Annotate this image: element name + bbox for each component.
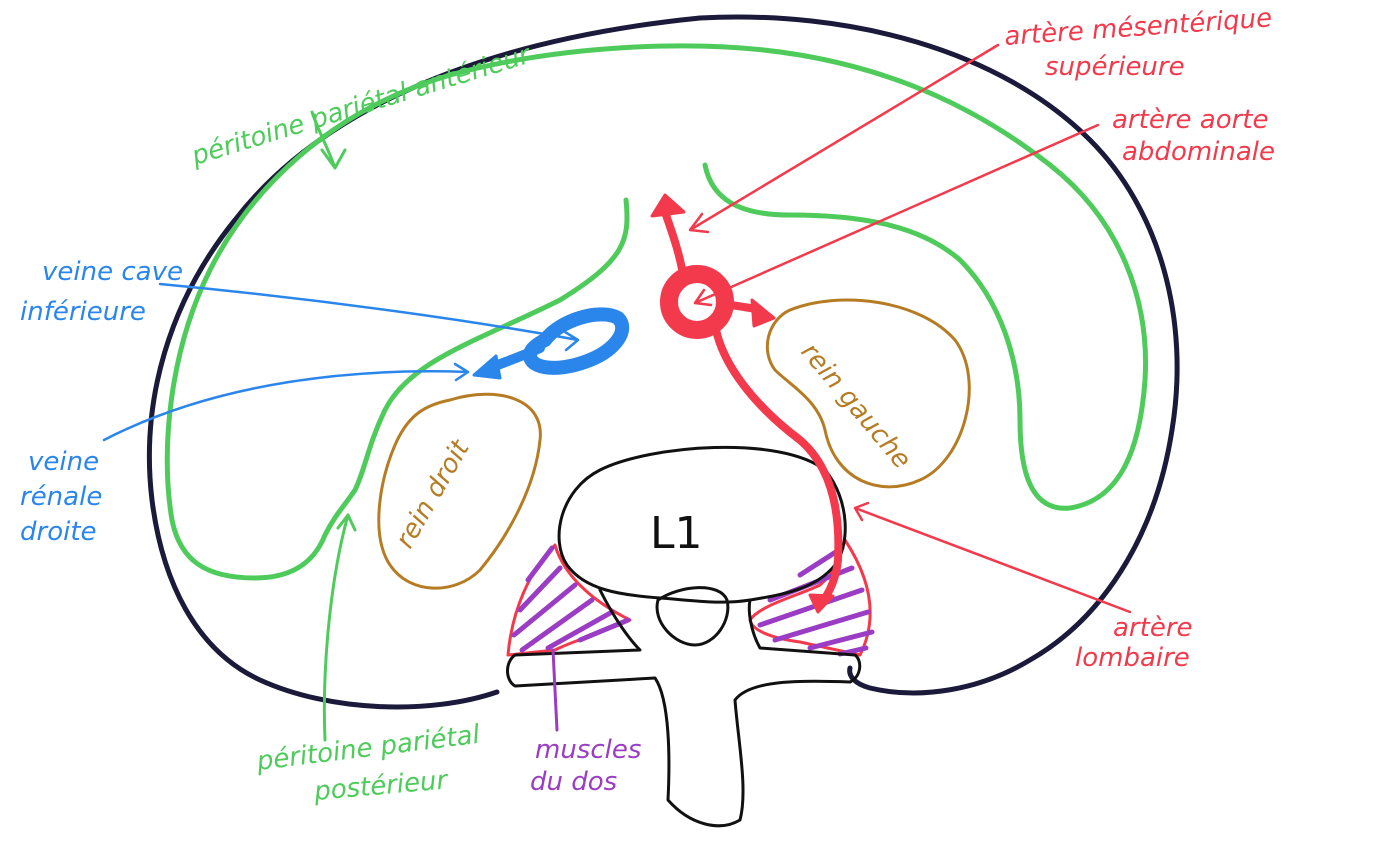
pointer-aorta	[693, 123, 1100, 307]
pointer-back-muscles	[551, 648, 559, 732]
label-back-muscles-1: muscles	[535, 735, 641, 765]
label-right-kidney: rein droit	[390, 435, 476, 554]
body-outline	[146, 14, 1180, 710]
arteries	[650, 193, 843, 614]
superior-mesenteric-artery-head	[650, 193, 686, 218]
label-mesenteric-artery-1: artère mésentérique	[1003, 3, 1273, 52]
vertebral-body	[557, 445, 847, 604]
back-muscles	[506, 538, 875, 657]
right-kidney	[377, 392, 542, 590]
label-renal-vein-3: droite	[20, 517, 97, 547]
label-renal-vein-2: rénale	[20, 482, 102, 512]
descending-aorta-trunk	[712, 326, 843, 609]
vertebral-foramen	[655, 586, 730, 647]
label-vena-cava-1: veine cave	[42, 257, 183, 287]
label-lumbar-artery-2: lombaire	[1075, 643, 1190, 673]
label-peritoneum-anterior: péritoine pariétal antérieur	[187, 39, 536, 172]
vertebra-l1	[506, 445, 862, 828]
label-vertebra: L1	[650, 508, 703, 559]
left-kidney	[765, 298, 971, 489]
peritoneum-anterior-pointer	[310, 110, 347, 170]
right-renal-vein-head	[472, 354, 502, 380]
left-renal-artery-head	[750, 298, 776, 328]
pointer-lumbar	[853, 501, 1132, 614]
label-vena-cava-2: inférieure	[20, 297, 146, 327]
parietal-peritoneum	[164, 43, 1149, 581]
label-back-muscles-2: du dos	[530, 767, 617, 797]
label-peritoneum-posterior-1: péritoine pariétal	[254, 720, 482, 777]
pointer-vena-cava	[158, 282, 580, 352]
vertebral-arch-and-processes	[506, 588, 862, 828]
pointer-renal-vein	[102, 362, 470, 442]
label-lumbar-artery-1: artère	[1113, 613, 1193, 643]
label-renal-vein-1: veine	[28, 447, 99, 477]
label-aorta-1: artère aorte	[1112, 105, 1268, 135]
peritoneum-posterior-pointer	[322, 513, 357, 742]
label-mesenteric-artery-2: supérieure	[1045, 52, 1185, 82]
label-peritoneum-posterior-2: postérieur	[312, 765, 451, 807]
pointer-mesenteric	[688, 43, 1000, 234]
label-aorta-2: abdominale	[1122, 137, 1275, 167]
lumbar-artery-head	[808, 593, 835, 614]
superior-mesenteric-artery	[662, 211, 687, 279]
back-muscle-right-hatch	[511, 545, 631, 653]
